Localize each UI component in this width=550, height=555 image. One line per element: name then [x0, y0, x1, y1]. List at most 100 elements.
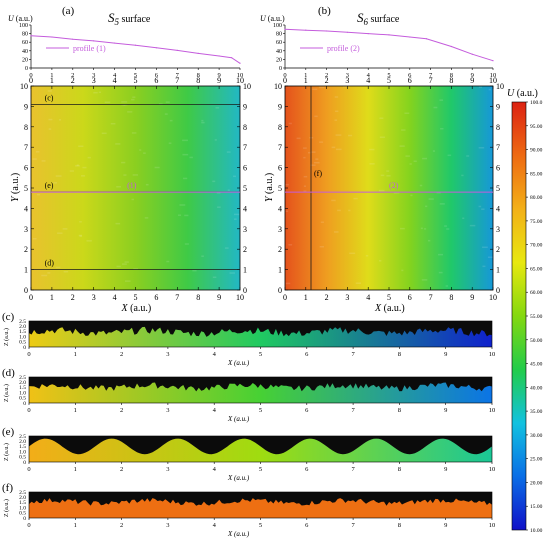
texture-speck	[369, 148, 375, 151]
x-tick-label: 7	[351, 407, 355, 414]
x-tick-label: 2	[120, 407, 123, 414]
texture-speck	[310, 164, 316, 166]
texture-speck	[78, 234, 82, 237]
texture-speck	[55, 266, 61, 269]
texture-speck	[133, 268, 138, 270]
y-tick-label: 4	[278, 204, 282, 213]
x-tick-label: 2	[71, 72, 74, 79]
texture-speck	[227, 189, 230, 191]
x-tick-label: 4	[367, 72, 371, 79]
texture-speck	[393, 192, 400, 194]
texture-speck	[401, 129, 406, 131]
x-tick-label: 5	[259, 407, 262, 414]
x-tick-label: 4	[113, 72, 117, 79]
texture-speck	[132, 96, 136, 98]
heatmap-map_a: 0 01 12 23 34 45 56 67 78 89 910 100011223344556677…	[10, 76, 251, 314]
texture-speck	[53, 182, 58, 184]
texture-speck	[139, 149, 142, 151]
y-tick-label: 9	[278, 102, 282, 111]
x-tick-label: 3	[345, 293, 349, 302]
texture-speck	[124, 261, 129, 263]
y-tick-label: 2.0	[19, 380, 26, 386]
y-tick-label-right: 2	[243, 245, 247, 254]
x-tick-label: 7	[429, 72, 433, 79]
y-tick-label-right: 9	[243, 102, 247, 111]
x-tick-label: 9	[470, 293, 474, 302]
x-tick-label-top: 1	[304, 76, 308, 85]
texture-speck	[79, 221, 82, 223]
data-point	[114, 42, 116, 44]
x-tick-label-top: 10	[236, 76, 244, 85]
texture-speck	[41, 160, 46, 162]
x-tick-label: 8	[196, 293, 200, 302]
x-tick-label-top: 6	[408, 76, 412, 85]
y-tick-label: 7	[24, 143, 28, 152]
texture-speck	[404, 112, 410, 115]
x-tick-label-top: 8	[449, 76, 453, 85]
texture-speck	[313, 161, 320, 164]
y-tick-label: 0	[279, 66, 282, 72]
y-tick-label: 60	[276, 40, 282, 46]
texture-speck	[425, 205, 428, 208]
data-point	[409, 36, 411, 38]
y-tick-label: 20	[276, 57, 282, 63]
texture-speck	[215, 107, 220, 109]
texture-speck	[81, 175, 86, 177]
x-tick-label: 10	[489, 293, 497, 302]
colorbar-tick-label: 55.00	[530, 314, 543, 320]
texture-speck	[303, 147, 307, 149]
texture-speck	[413, 160, 417, 162]
texture-speck	[466, 155, 470, 157]
texture-speck	[380, 174, 385, 177]
texture-speck	[379, 117, 384, 119]
panel-label: (c)	[2, 311, 15, 323]
y-tick-label-right: 10	[243, 82, 251, 91]
texture-speck	[98, 91, 102, 94]
y-axis-label: U (a.u.)	[8, 14, 33, 23]
cross-section-label: (c)	[45, 93, 54, 102]
heatmap-field	[285, 86, 493, 290]
texture-speck	[201, 255, 204, 257]
cross-section-label: (e)	[45, 181, 54, 190]
x-tick-label-top: 2	[325, 76, 329, 85]
data-point	[450, 45, 452, 48]
texture-speck	[201, 121, 205, 124]
texture-speck	[101, 132, 107, 135]
y-axis-label: Y (a.u.)	[10, 173, 21, 202]
texture-speck	[168, 142, 172, 144]
texture-speck	[335, 134, 342, 136]
x-tick-label: 6	[305, 522, 309, 529]
texture-speck	[201, 119, 204, 122]
texture-speck	[233, 213, 240, 216]
x-tick-label-top: 3	[345, 76, 349, 85]
texture-speck	[110, 122, 116, 125]
x-tick-label: 0	[29, 293, 33, 302]
colorbar-tick-label: 65.00	[530, 266, 543, 272]
colorbar-tick-label: 95.00	[530, 124, 543, 130]
x-tick-label-top: 3	[92, 76, 96, 85]
y-tick-label-right: 1	[496, 266, 500, 275]
x-tick-label: 5	[259, 522, 262, 529]
texture-speck	[122, 263, 127, 265]
y-tick-label: 0	[23, 460, 26, 466]
texture-speck	[212, 180, 216, 183]
y-axis-label-symbol: U	[260, 14, 267, 23]
texture-speck	[337, 209, 341, 212]
y-tick-label: 2.5	[19, 490, 26, 496]
profile-series-line	[284, 28, 494, 62]
x-tick-label: 10	[236, 293, 244, 302]
legend-label: profile (2)	[327, 44, 360, 53]
y-tick-label: 100	[273, 23, 282, 29]
y-tick-label: 0	[24, 286, 28, 295]
x-tick-label-top: 8	[196, 76, 200, 85]
x-tick-label: 8	[450, 72, 453, 79]
y-tick-label-right: 6	[496, 164, 500, 173]
texture-speck	[183, 177, 188, 180]
texture-speck	[399, 145, 405, 147]
x-axis-label-unit: (a.u.)	[128, 303, 152, 314]
x-tick-label: 10	[490, 72, 497, 79]
x-tick-label: 3	[346, 72, 349, 79]
x-tick-label: 1	[74, 466, 77, 473]
colorbar-tick-label: 90.00	[530, 148, 543, 154]
y-tick-label-right: 4	[243, 204, 247, 213]
